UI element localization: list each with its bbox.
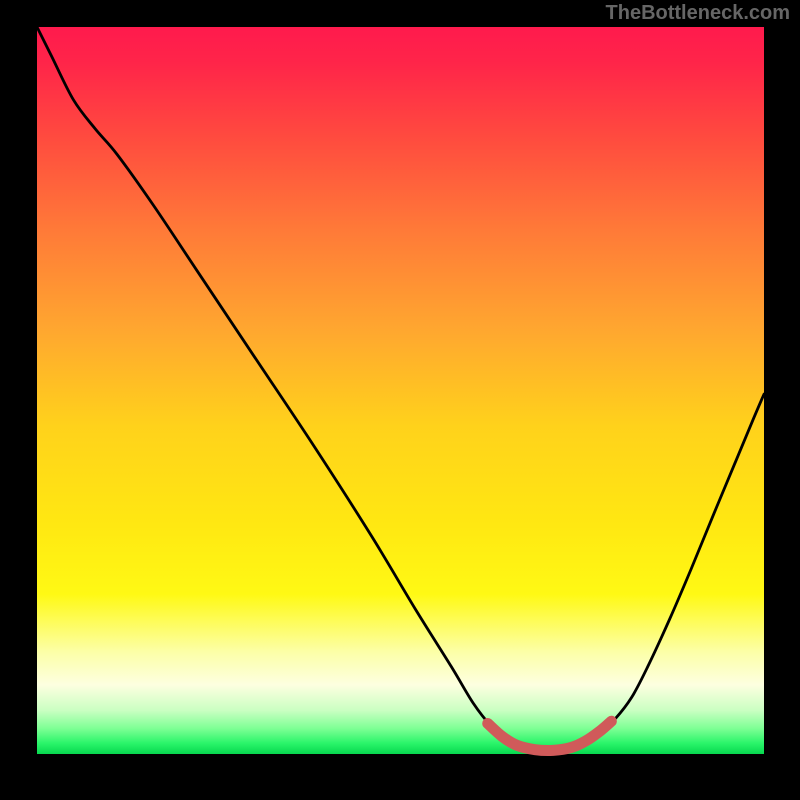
chart-stage: TheBottleneck.com bbox=[0, 0, 800, 800]
plot-background bbox=[37, 27, 764, 754]
bottleneck-chart bbox=[0, 0, 800, 800]
watermark-label: TheBottleneck.com bbox=[606, 2, 790, 25]
